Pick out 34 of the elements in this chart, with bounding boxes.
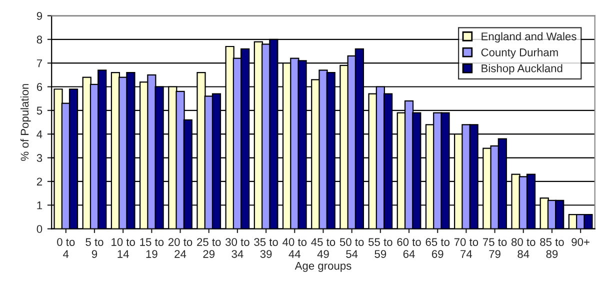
legend-label: County Durham xyxy=(481,48,558,59)
y-tick-label: 9 xyxy=(36,12,42,20)
y-tick-label: 2 xyxy=(36,178,42,186)
y-tick-label: 5 xyxy=(36,106,42,115)
x-tick-label: 50 to 54 xyxy=(340,238,364,258)
x-tick-label: 30 to 34 xyxy=(226,238,250,258)
x-tick-label: 65 to 69 xyxy=(426,238,450,258)
x-tick-label: 90+ xyxy=(572,238,590,246)
x-tick-label: 40 to 44 xyxy=(282,238,307,258)
y-tick-label: 0 xyxy=(36,225,42,233)
x-tick-label: 75 to 79 xyxy=(483,238,507,258)
x-axis-title: Age groups xyxy=(294,262,352,272)
y-tick-label: 4 xyxy=(36,130,42,138)
y-tick-label: 7 xyxy=(36,59,42,68)
x-tick-label: 10 to 14 xyxy=(112,238,135,258)
legend-label: Bishop Auckland xyxy=(482,64,562,74)
y-tick-label: 3 xyxy=(36,154,42,162)
x-tick-label: 85 to 89 xyxy=(540,238,564,258)
x-tick-label: 15 to 19 xyxy=(140,238,164,258)
x-tick-label: 25 to 29 xyxy=(197,238,221,258)
y-tick-label: 8 xyxy=(36,36,42,44)
x-tick-label: 0 to 4 xyxy=(57,238,75,258)
x-tick-label: 35 to 39 xyxy=(254,238,278,258)
legend-label: England and Wales xyxy=(482,32,576,43)
x-tick-label: 80 to 84 xyxy=(512,238,536,258)
y-tick-label: 1 xyxy=(37,202,42,210)
y-axis-title: % of Population xyxy=(20,84,31,161)
x-tick-label: 45 to 49 xyxy=(311,238,336,258)
y-tick-label: 6 xyxy=(36,83,42,91)
x-tick-label: 70 to 74 xyxy=(454,238,478,258)
x-tick-label: 55 to 59 xyxy=(368,238,392,258)
x-tick-label: 5 to 9 xyxy=(86,238,104,258)
x-tick-label: 60 to 64 xyxy=(397,238,421,258)
x-tick-label: 20 to 24 xyxy=(168,238,192,258)
